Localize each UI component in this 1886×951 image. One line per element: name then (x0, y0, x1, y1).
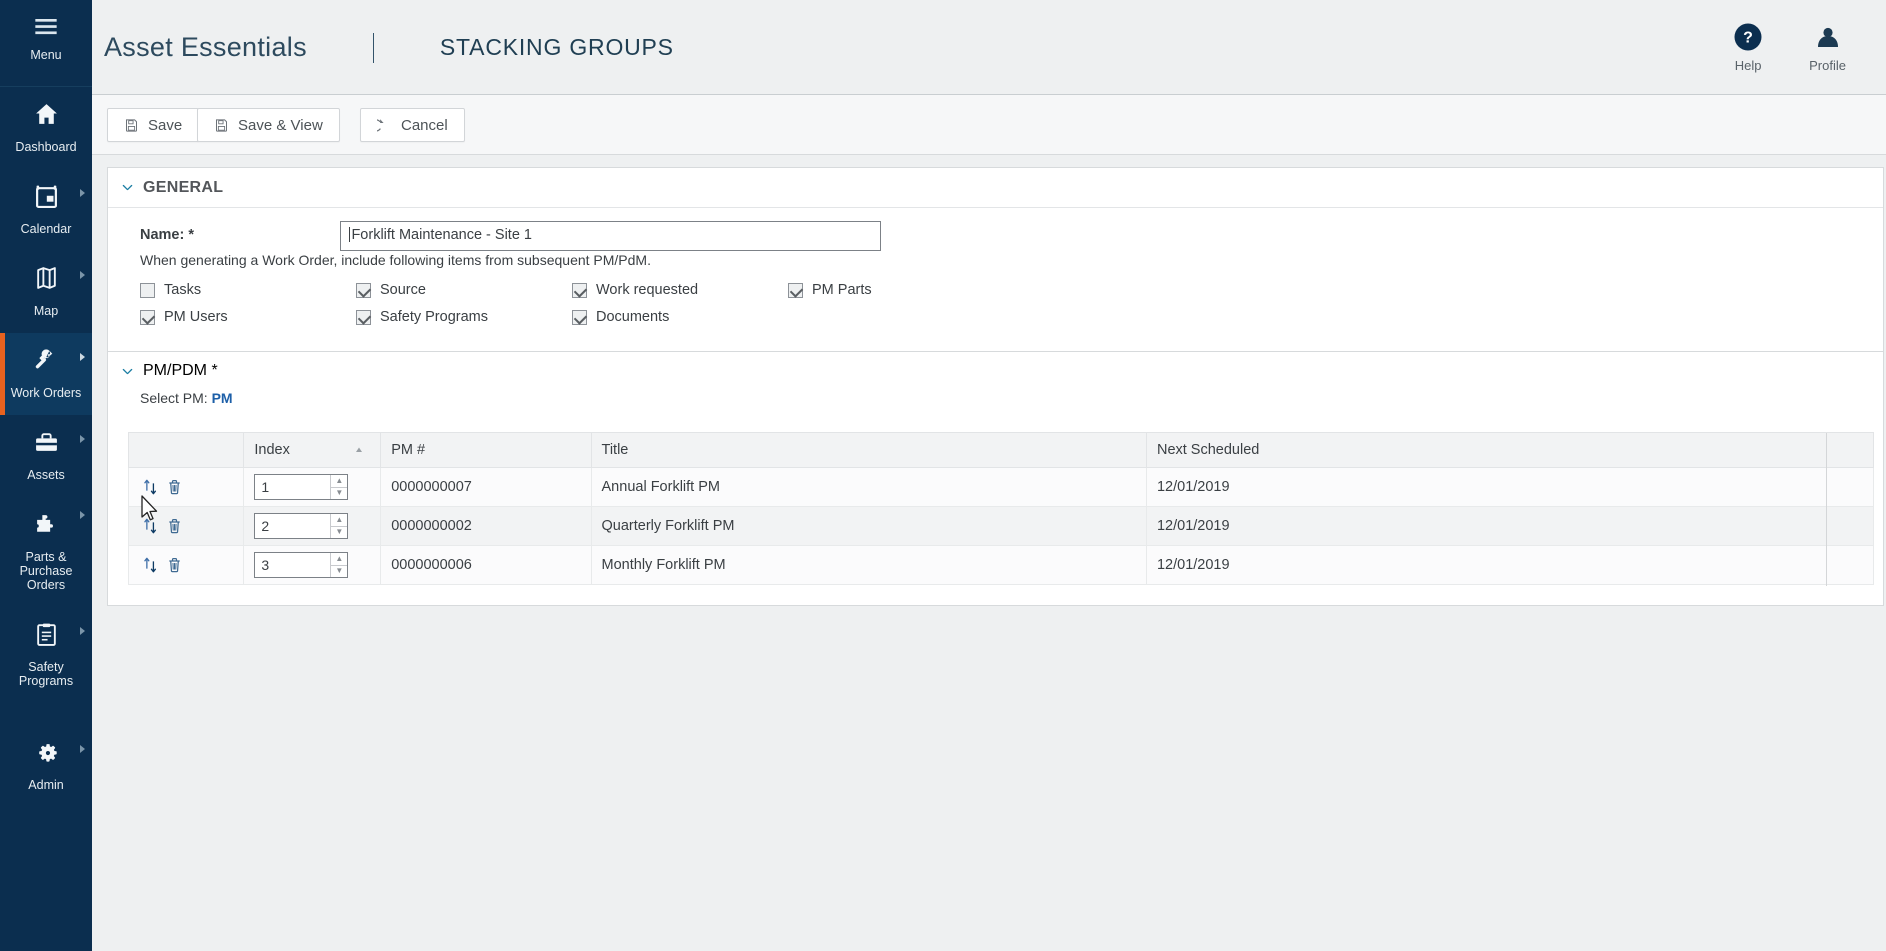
svg-text:?: ? (1743, 30, 1753, 47)
